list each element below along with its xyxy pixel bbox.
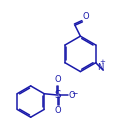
Text: O: O (55, 106, 61, 115)
Text: +: + (100, 59, 105, 65)
Text: S: S (55, 90, 61, 100)
Text: O: O (83, 12, 90, 21)
Text: O: O (55, 75, 61, 84)
Text: N: N (97, 63, 103, 72)
Text: O: O (68, 91, 75, 100)
Text: −: − (71, 89, 78, 98)
